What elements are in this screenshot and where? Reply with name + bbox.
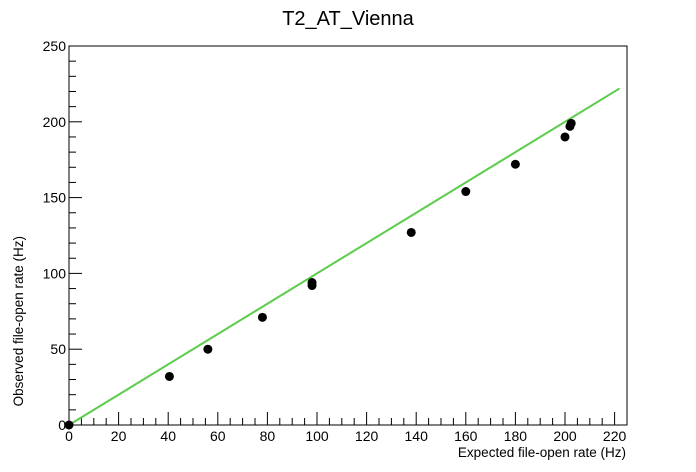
- y-axis: 0 50 100 150 200 250: [43, 38, 82, 433]
- data-point: [307, 281, 317, 291]
- y-tick-label: 50: [50, 341, 66, 357]
- y-tick-label: 200: [43, 114, 67, 130]
- plot-border: [68, 45, 628, 426]
- x-tick-label: 60: [210, 428, 226, 444]
- x-tick-label: 180: [504, 428, 528, 444]
- chart-title: T2_AT_Vienna: [282, 8, 414, 30]
- y-tick-label: 250: [43, 38, 67, 54]
- x-tick-label: 40: [160, 428, 176, 444]
- y-tick-label: 100: [43, 265, 67, 281]
- x-axis-label: Expected file-open rate (Hz): [458, 445, 626, 460]
- data-point: [406, 227, 416, 237]
- data-point: [64, 420, 74, 430]
- x-tick-label: 160: [454, 428, 478, 444]
- x-tick-label: 140: [405, 428, 429, 444]
- x-tick-label: 0: [65, 428, 73, 444]
- y-axis-label: Observed file-open rate (Hz): [11, 236, 26, 406]
- plot-frame: [68, 45, 628, 426]
- reference-line-segment: [68, 87, 621, 426]
- y-tick-label: 0: [58, 417, 66, 433]
- y-tick-label: 150: [43, 190, 67, 206]
- data-point: [257, 312, 267, 322]
- x-tick-label: 200: [553, 428, 577, 444]
- data-point: [461, 187, 471, 197]
- x-tick-label: 80: [260, 428, 276, 444]
- reference-line: [68, 87, 621, 426]
- data-point: [203, 344, 213, 354]
- data-point: [164, 371, 174, 381]
- x-tick-label: 120: [355, 428, 379, 444]
- x-axis: 0 20 40 60 80 100 120 140 160 180 200 220: [65, 412, 628, 444]
- x-tick-label: 220: [603, 428, 627, 444]
- x-tick-label: 20: [111, 428, 127, 444]
- data-point: [566, 118, 576, 128]
- data-point: [510, 159, 520, 169]
- x-tick-label: 100: [305, 428, 329, 444]
- data-point: [560, 132, 570, 142]
- data-points: [64, 118, 576, 430]
